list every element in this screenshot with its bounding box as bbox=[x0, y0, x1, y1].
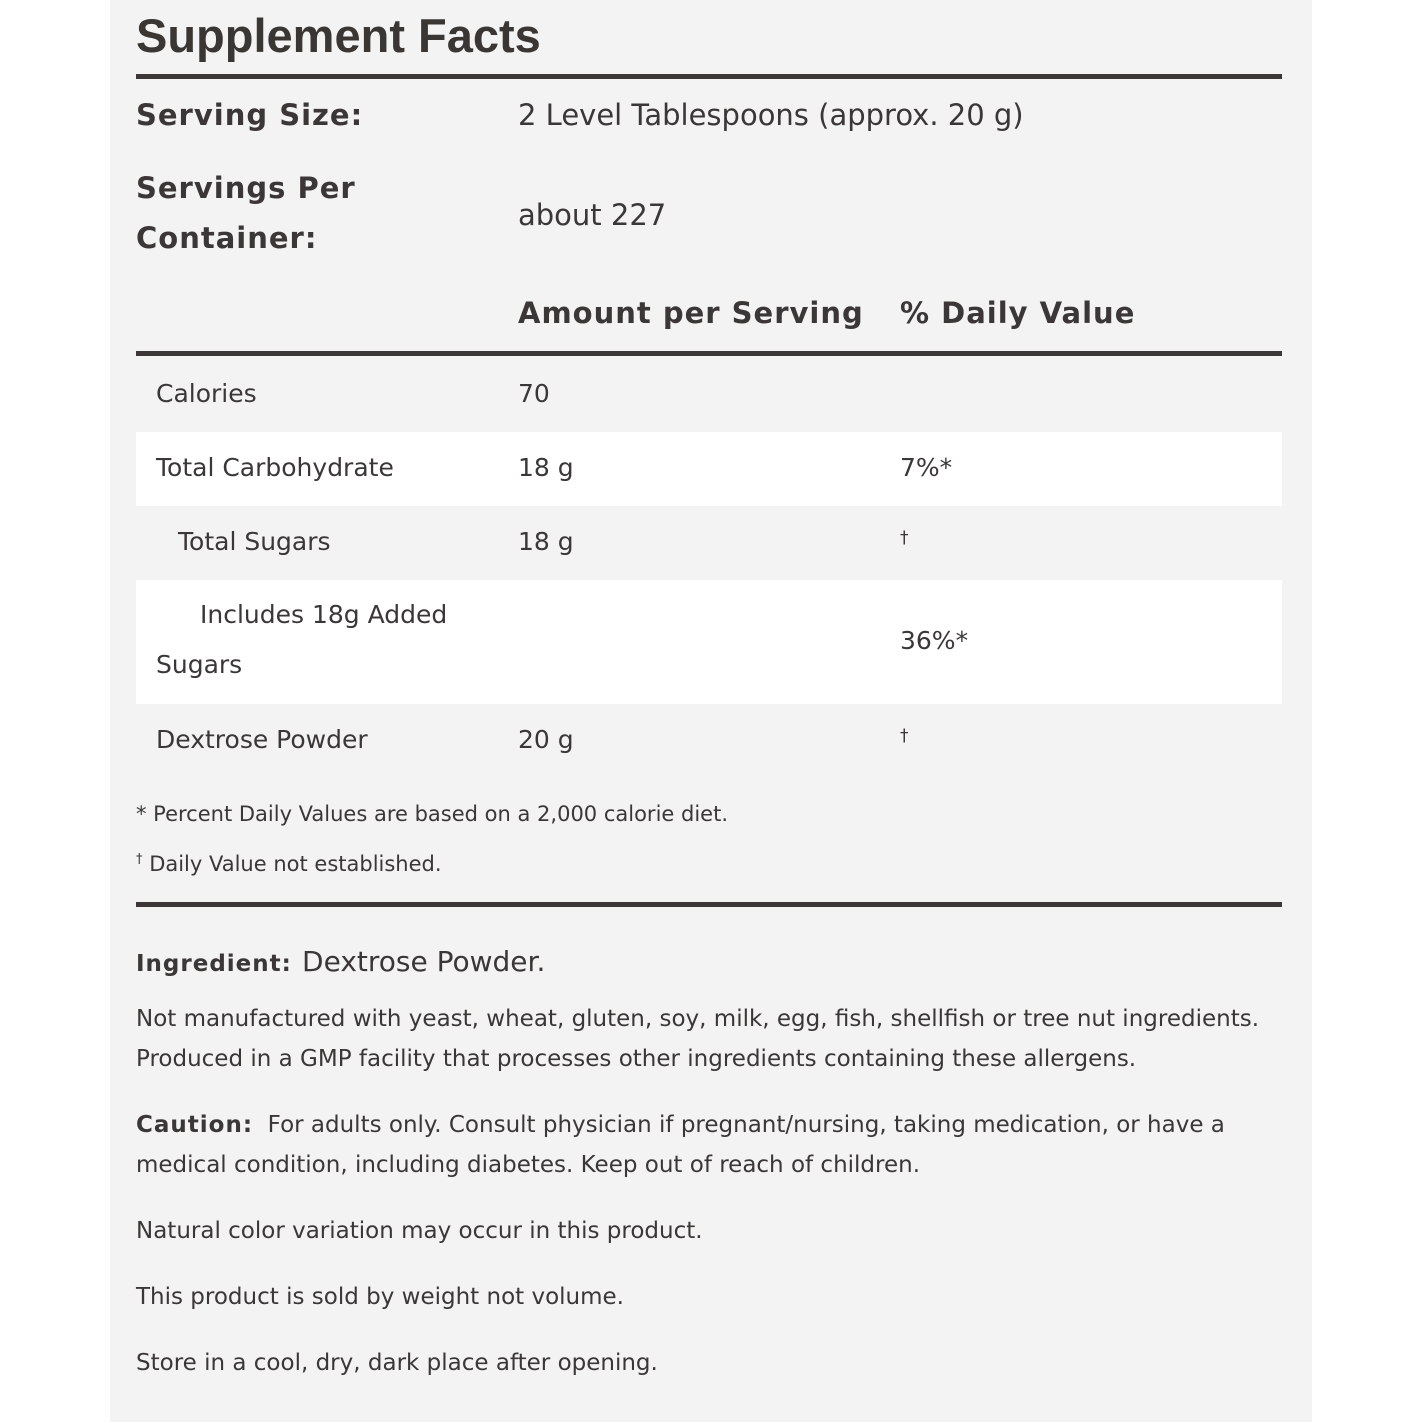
servings-per-container-label: Servings Per bbox=[136, 171, 356, 205]
caution-statement: medical condition, including diabetes. K… bbox=[136, 1152, 921, 1178]
table-row: Dextrose Powder 20 g † bbox=[136, 704, 1282, 778]
table-row: Includes 18g Added Sugars 36%* bbox=[136, 580, 1282, 704]
table-row: Total Carbohydrate 18 g 7%* bbox=[136, 432, 1282, 506]
footnote: * Percent Daily Values are based on a 2,… bbox=[136, 802, 728, 826]
page-title: Supplement Facts bbox=[136, 9, 541, 62]
nutrient-name: Calories bbox=[156, 379, 257, 408]
nutrient-amount: 20 g bbox=[518, 725, 574, 754]
divider bbox=[136, 351, 1282, 356]
note: Natural color variation may occur in thi… bbox=[136, 1218, 703, 1244]
amount-column-header: Amount per Serving bbox=[518, 296, 864, 330]
caution-text: For adults only. Consult physician if pr… bbox=[267, 1112, 1225, 1138]
servings-per-container-label: Container: bbox=[136, 221, 318, 255]
nutrient-daily-value: 36%* bbox=[900, 626, 969, 655]
table-row: Total Sugars 18 g † bbox=[136, 506, 1282, 580]
nutrient-daily-value: † bbox=[900, 528, 909, 548]
ingredient-line: Ingredient: Dextrose Powder. bbox=[136, 945, 545, 978]
nutrient-daily-value: 7%* bbox=[900, 453, 953, 482]
nutrient-amount: 18 g bbox=[518, 453, 574, 482]
caution-statement: Caution: For adults only. Consult physic… bbox=[136, 1105, 1225, 1145]
ingredient-value: Dextrose Powder. bbox=[302, 945, 546, 978]
note: Store in a cool, dry, dark place after o… bbox=[136, 1350, 658, 1376]
nutrient-amount: 70 bbox=[518, 379, 550, 408]
allergen-statement: Produced in a GMP facility that processe… bbox=[136, 1046, 1137, 1072]
allergen-statement: Not manufactured with yeast, wheat, glut… bbox=[136, 1006, 1260, 1032]
serving-size-value: 2 Level Tablespoons (approx. 20 g) bbox=[518, 98, 1024, 132]
nutrient-daily-value: † bbox=[900, 726, 909, 746]
dagger-symbol: † bbox=[136, 852, 143, 867]
serving-size-label: Serving Size: bbox=[136, 98, 364, 132]
servings-per-container-value: about 227 bbox=[518, 198, 667, 232]
table-row: Calories 70 bbox=[136, 358, 1282, 432]
nutrient-amount: 18 g bbox=[518, 527, 574, 556]
caution-label: Caution: bbox=[136, 1112, 254, 1138]
nutrient-name: Dextrose Powder bbox=[156, 725, 368, 754]
divider bbox=[136, 74, 1282, 79]
note: This product is sold by weight not volum… bbox=[136, 1284, 624, 1310]
footnote-text: Daily Value not established. bbox=[149, 852, 442, 876]
nutrient-name: Total Carbohydrate bbox=[156, 453, 394, 482]
daily-value-column-header: % Daily Value bbox=[900, 296, 1136, 330]
divider bbox=[136, 902, 1282, 907]
footnote: † Daily Value not established. bbox=[136, 852, 442, 876]
ingredient-label: Ingredient: bbox=[136, 951, 292, 977]
nutrient-name: Sugars bbox=[156, 650, 243, 679]
nutrient-name: Includes 18g Added bbox=[200, 600, 448, 629]
supplement-facts-panel bbox=[110, 0, 1312, 1422]
nutrient-name: Total Sugars bbox=[178, 527, 331, 556]
